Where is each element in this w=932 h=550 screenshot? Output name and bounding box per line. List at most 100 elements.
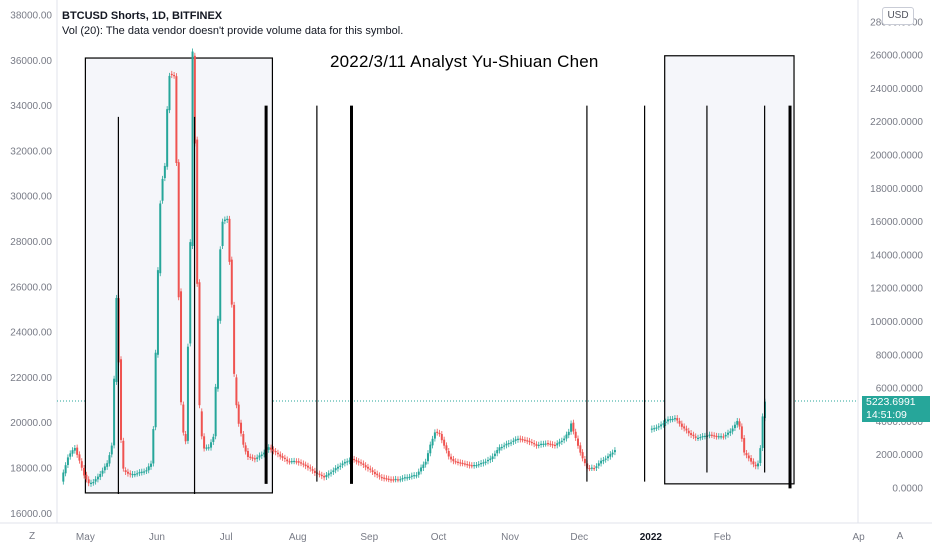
currency-button[interactable]: USD (882, 7, 914, 25)
candle (152, 429, 155, 464)
candle (475, 465, 478, 467)
candle (489, 458, 492, 461)
left-tick-label: 34000.00 (10, 101, 52, 112)
candle-right (662, 423, 665, 425)
candle (320, 474, 323, 477)
candle (80, 461, 83, 468)
candle (249, 456, 252, 458)
candle (237, 404, 240, 424)
candle-right (759, 448, 762, 464)
candle-right (708, 434, 711, 436)
candle (198, 282, 201, 406)
candle-right (703, 435, 706, 438)
candle (348, 460, 351, 462)
candle (595, 466, 598, 468)
candle-right (678, 420, 681, 424)
candle (163, 165, 166, 179)
last-price-tag: 5223.6991 14:51:09 (862, 396, 930, 422)
candle (92, 482, 95, 484)
candle (251, 457, 254, 459)
candle-right (687, 430, 690, 434)
left-tick-label: 32000.00 (10, 146, 52, 157)
right-tick-label: 2000.0000 (876, 450, 924, 461)
candle (159, 203, 162, 274)
candle-right (683, 426, 686, 429)
candle-right (694, 436, 697, 438)
right-tick-label: 6000.0000 (876, 384, 924, 395)
candle (530, 441, 533, 444)
candle (470, 465, 473, 467)
candle-right (738, 421, 741, 427)
candle (546, 443, 549, 445)
candle-right (717, 436, 720, 438)
candle (170, 73, 173, 76)
candle (226, 218, 229, 220)
candle (233, 304, 236, 374)
candle (334, 468, 337, 471)
candle (410, 475, 413, 477)
candle (413, 475, 416, 477)
candle (286, 459, 289, 462)
left-tick-label: 38000.00 (10, 11, 52, 22)
candle (62, 472, 65, 482)
timezone-button[interactable]: Z (28, 531, 36, 542)
right-tick-label: 8000.0000 (876, 350, 924, 361)
candle (613, 450, 616, 453)
candle (385, 478, 388, 480)
candle-right (752, 461, 755, 465)
candle (461, 462, 464, 465)
candle (373, 471, 376, 475)
candle (581, 452, 584, 459)
candle (304, 464, 307, 467)
candle (360, 462, 363, 464)
candle (491, 456, 494, 459)
last-price-value: 5223.6991 (866, 396, 916, 408)
candle (106, 463, 109, 467)
candle (313, 470, 316, 474)
candle-right (740, 426, 743, 439)
candle (253, 458, 256, 460)
candle (371, 470, 374, 473)
candle (583, 458, 586, 464)
auto-scale-button[interactable]: A (896, 531, 904, 542)
candle-right (743, 438, 746, 453)
candle (327, 473, 330, 476)
candle (353, 458, 356, 461)
right-tick-label: 18000.0000 (870, 184, 923, 195)
candle (507, 443, 510, 445)
candle (94, 479, 97, 482)
candle (87, 479, 90, 484)
candle (332, 470, 335, 472)
candle (500, 446, 503, 449)
candle (553, 444, 556, 446)
candle (450, 456, 453, 460)
candle (486, 459, 489, 462)
candle (64, 465, 67, 474)
candle (473, 464, 476, 467)
candle (115, 297, 118, 382)
candle-right (729, 431, 732, 434)
right-tick-label: 14000.0000 (870, 250, 923, 261)
candle (343, 461, 346, 464)
candle (588, 468, 591, 470)
candle (235, 377, 238, 406)
candle (279, 454, 282, 457)
candle (512, 440, 515, 442)
candle (394, 478, 397, 481)
candle (376, 473, 379, 476)
candle (71, 450, 74, 454)
candle (101, 470, 104, 474)
candle (83, 468, 86, 476)
candle (537, 444, 540, 446)
candle (311, 469, 314, 471)
candle (579, 445, 582, 453)
highlight-box (664, 55, 795, 485)
candle (85, 474, 88, 480)
candle (180, 291, 183, 403)
candle (364, 465, 367, 468)
candle (540, 443, 543, 445)
candle (281, 456, 284, 458)
candle (378, 475, 381, 477)
candle (166, 109, 169, 167)
